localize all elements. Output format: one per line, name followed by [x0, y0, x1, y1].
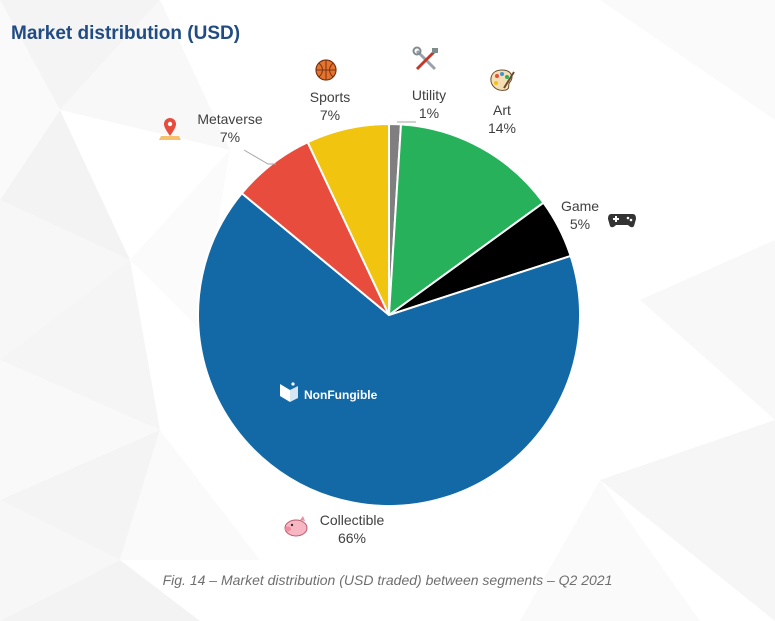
- gamepad-icon: [608, 214, 636, 228]
- pie-slice-collectible: [197, 191, 581, 507]
- tools-icon: [412, 46, 438, 71]
- slice-label-metaverse: Metaverse: [197, 111, 263, 127]
- slice-label-art: Art: [493, 102, 511, 118]
- pig-icon: [284, 516, 308, 537]
- nonfungible-logo: [280, 382, 298, 402]
- leader-line-metaverse: [243, 149, 276, 165]
- slice-value-game: 5%: [570, 216, 590, 232]
- slice-value-collectible: 66%: [338, 530, 366, 546]
- slice-value-metaverse: 7%: [220, 129, 240, 145]
- brand-name: NonFungible: [304, 388, 378, 402]
- pie-slice-sports: [306, 122, 390, 316]
- slice-value-art: 14%: [488, 120, 516, 136]
- basketball-icon: [315, 59, 337, 81]
- slice-value-sports: 7%: [320, 107, 340, 123]
- slice-label-collectible: Collectible: [320, 512, 385, 528]
- map-pin-icon: [159, 118, 181, 140]
- slice-label-game: Game: [561, 198, 599, 214]
- slice-label-utility: Utility: [412, 87, 446, 103]
- pie-slice-art: [387, 123, 545, 318]
- slice-label-sports: Sports: [310, 89, 350, 105]
- palette-icon: [490, 69, 515, 91]
- page-title: Market distribution (USD): [11, 23, 241, 44]
- figure-caption: Fig. 14 – Market distribution (USD trade…: [162, 572, 613, 588]
- slice-value-utility: 1%: [419, 105, 439, 121]
